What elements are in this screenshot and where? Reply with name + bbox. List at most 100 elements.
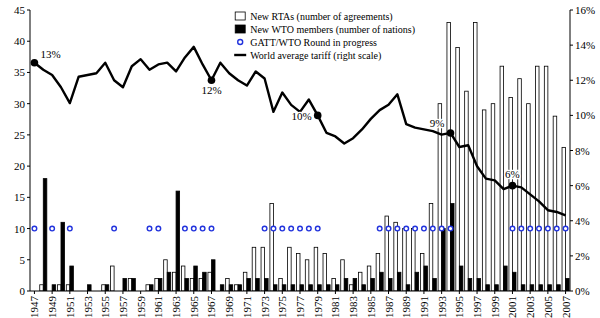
y2-tick <box>570 45 573 46</box>
y2-tick <box>570 185 573 186</box>
bar <box>70 266 74 291</box>
round-marker <box>156 226 161 231</box>
x-tick-label: 2001 <box>506 296 518 318</box>
bar <box>190 279 194 291</box>
bar <box>66 285 70 291</box>
round-marker <box>112 226 117 231</box>
y2-tick-label: 4% <box>575 215 590 227</box>
x-tick-label: 1961 <box>152 296 164 318</box>
x-tick <box>246 291 247 294</box>
y-tick-label: 25 <box>14 129 26 141</box>
legend-swatch <box>235 25 245 33</box>
legend-swatch <box>238 40 243 45</box>
x-tick <box>353 291 354 294</box>
y-tick-label: 10 <box>14 223 26 235</box>
y2-tick <box>570 115 573 116</box>
bar <box>327 285 331 291</box>
annotation-label: 6% <box>505 168 520 180</box>
bar <box>376 254 380 291</box>
round-marker <box>209 226 214 231</box>
y-tick <box>27 103 30 104</box>
bar <box>465 91 469 291</box>
x-tick <box>317 291 318 294</box>
y2-tick-label: 8% <box>575 145 590 157</box>
y2-tick <box>570 291 573 292</box>
bar <box>279 279 283 291</box>
x-tick <box>140 291 141 294</box>
round-marker <box>50 226 55 231</box>
bar <box>261 247 265 291</box>
x-tick-label: 1957 <box>117 296 129 318</box>
bar <box>566 279 570 291</box>
x-tick-label: 1969 <box>223 296 235 318</box>
x-tick-label: 1949 <box>46 296 58 318</box>
bar <box>415 272 419 291</box>
bar <box>482 110 486 291</box>
bar <box>557 285 561 291</box>
x-tick <box>530 291 531 294</box>
x-tick <box>300 291 301 294</box>
x-tick-label: 1953 <box>82 296 94 318</box>
bar <box>270 204 274 291</box>
bar <box>146 285 150 291</box>
bar <box>353 279 357 291</box>
y2-tick <box>570 255 573 256</box>
bar <box>535 66 539 291</box>
x-tick <box>87 291 88 294</box>
x-tick <box>459 291 460 294</box>
round-marker <box>528 226 533 231</box>
bar <box>332 279 336 291</box>
legend-swatch <box>235 12 245 20</box>
round-marker <box>554 226 559 231</box>
bar <box>433 279 437 291</box>
bar <box>323 254 327 291</box>
x-tick <box>494 291 495 294</box>
bar <box>548 285 552 291</box>
bar <box>173 272 177 291</box>
x-tick-label: 1979 <box>312 296 324 318</box>
x-tick-label: 1995 <box>453 296 465 318</box>
x-tick <box>193 291 194 294</box>
round-marker <box>422 226 427 231</box>
x-tick-label: 1993 <box>436 296 448 318</box>
bar <box>530 285 534 291</box>
x-tick <box>441 291 442 294</box>
x-tick <box>176 291 177 294</box>
y2-tick <box>570 80 573 81</box>
x-tick-label: 1951 <box>64 296 76 318</box>
y-tick <box>27 291 30 292</box>
bar <box>123 279 127 291</box>
bar <box>380 272 384 291</box>
round-marker <box>271 226 276 231</box>
bar <box>132 279 136 291</box>
round-marker <box>280 226 285 231</box>
bar <box>429 204 433 291</box>
bar <box>318 285 322 291</box>
bar <box>229 285 233 291</box>
bar <box>265 279 269 291</box>
bar <box>450 204 454 291</box>
bar <box>344 279 348 291</box>
bar <box>305 260 309 291</box>
y-tick <box>27 41 30 42</box>
bar <box>447 22 451 291</box>
x-tick-label: 1997 <box>471 296 483 318</box>
bar <box>243 272 247 291</box>
bar <box>459 266 463 291</box>
y-tick <box>27 166 30 167</box>
x-tick <box>477 291 478 294</box>
bar <box>406 285 410 291</box>
x-tick-label: 1985 <box>365 296 377 318</box>
y-tick-label: 45 <box>14 4 26 16</box>
bar <box>314 247 318 291</box>
bar <box>412 229 416 291</box>
y2-tick <box>570 220 573 221</box>
x-tick-label: 1987 <box>383 296 395 318</box>
y-tick <box>27 228 30 229</box>
x-tick <box>105 291 106 294</box>
round-marker <box>200 226 205 231</box>
y2-tick-label: 6% <box>575 180 590 192</box>
bar <box>335 285 339 291</box>
bar <box>420 254 424 291</box>
bar <box>362 285 366 291</box>
